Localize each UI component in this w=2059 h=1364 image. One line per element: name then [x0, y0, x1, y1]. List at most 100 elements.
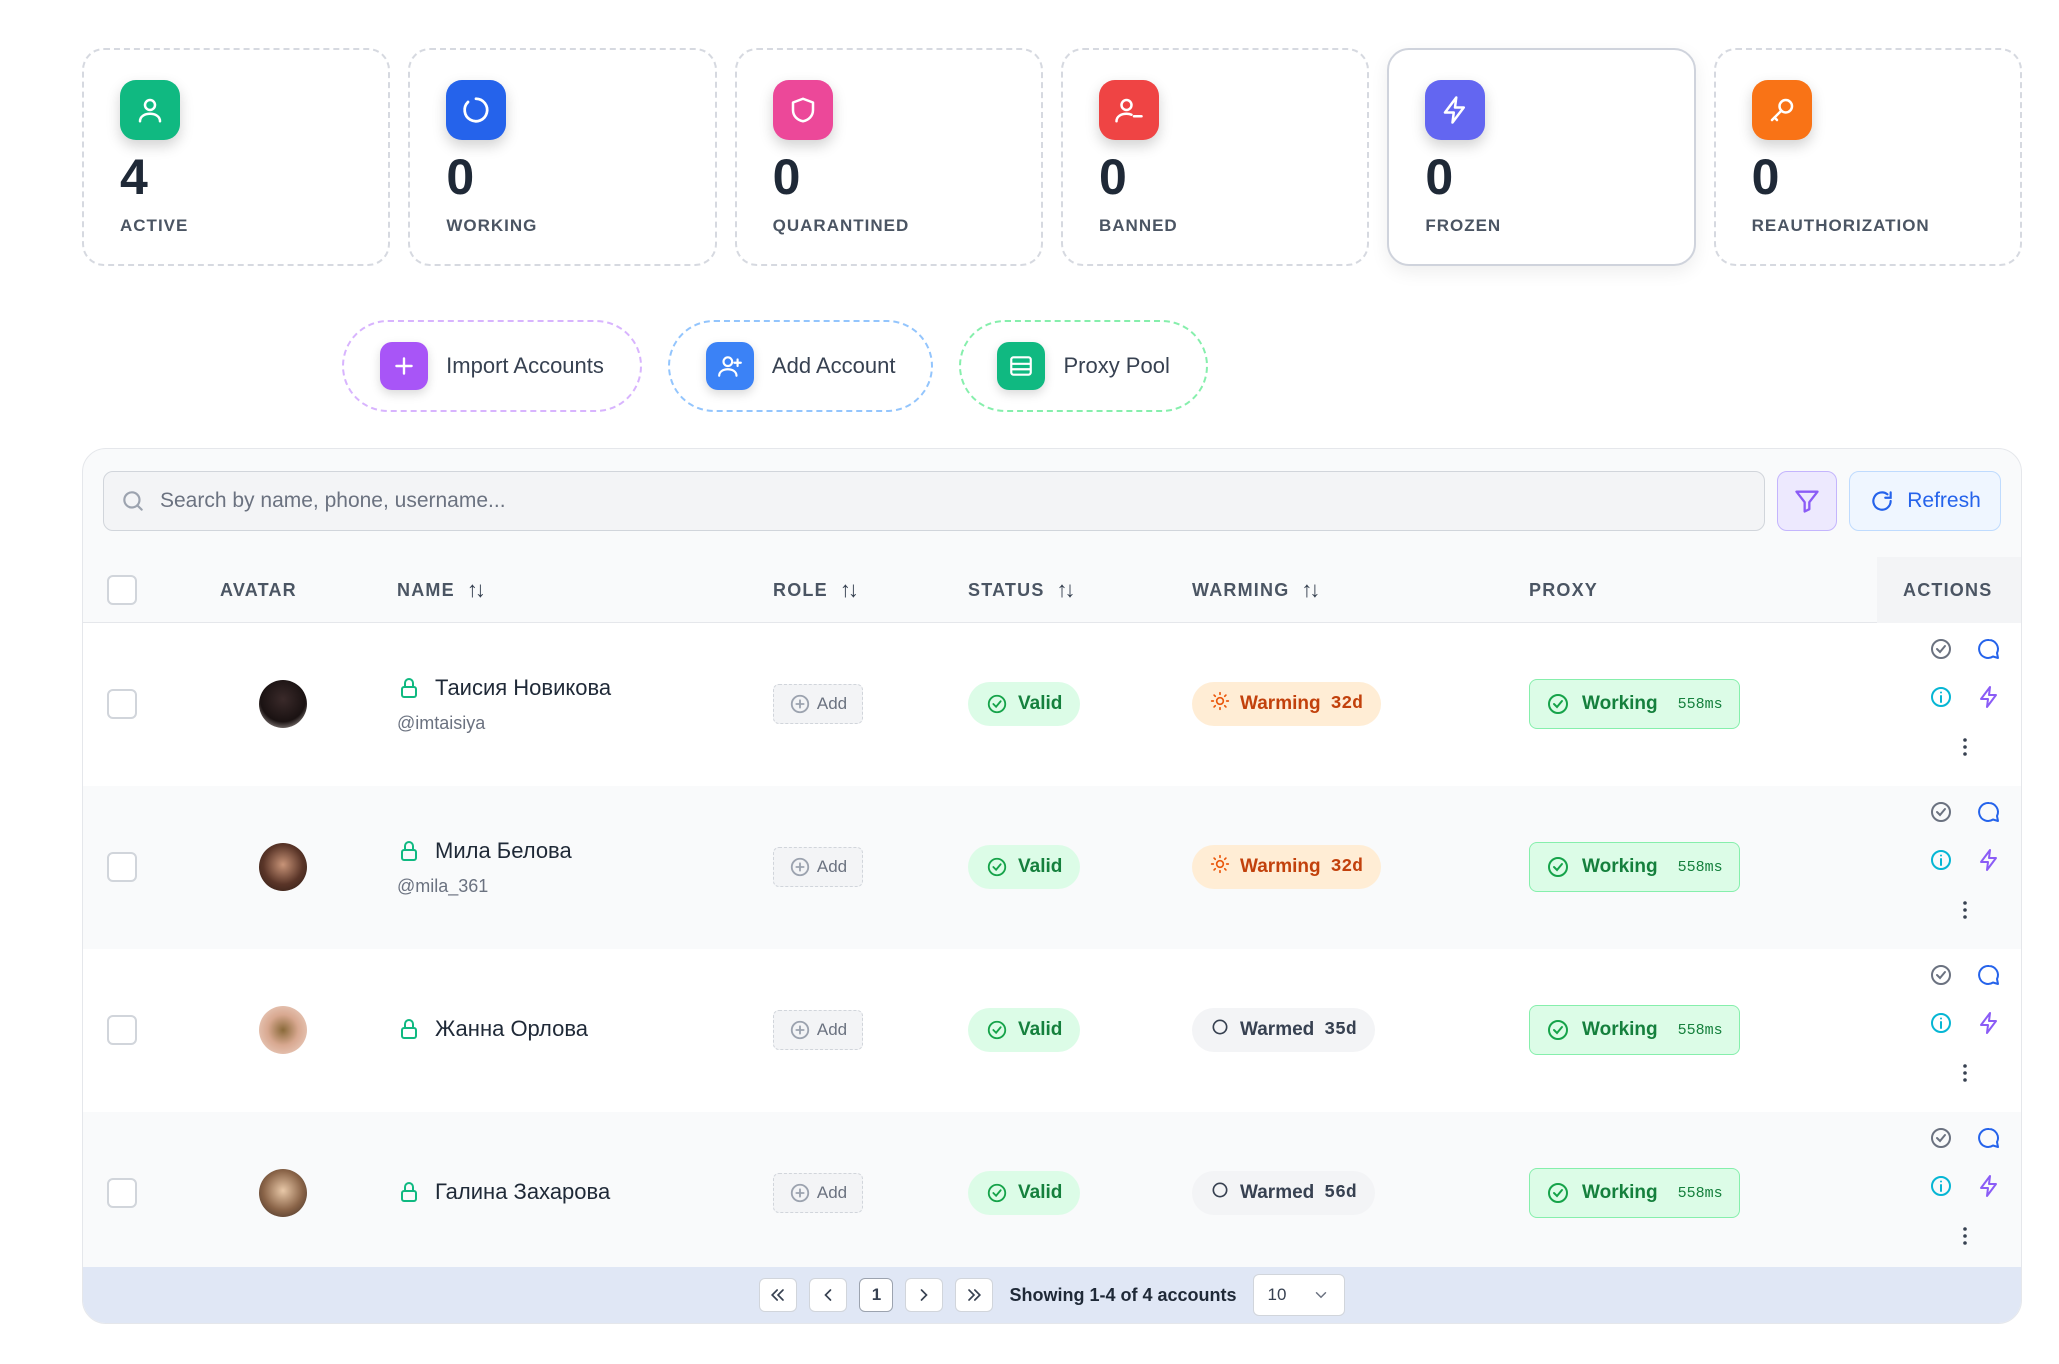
account-name[interactable]: Жанна Орлова	[435, 1016, 589, 1041]
warm-up-button[interactable]	[1975, 1009, 2003, 1037]
zap-icon	[1980, 686, 1997, 708]
sort-icon[interactable]: ↑↓	[839, 577, 859, 602]
column-name[interactable]: NAME ↑↓	[397, 557, 486, 623]
more-menu-button[interactable]	[1951, 1222, 1979, 1250]
lock-icon	[401, 1019, 417, 1039]
add-role-button[interactable]: Add	[773, 684, 863, 724]
column-name-label: NAME	[397, 579, 455, 600]
add-role-button[interactable]: Add	[773, 1010, 863, 1050]
column-proxy-label: PROXY	[1529, 579, 1599, 600]
validate-button[interactable]	[1927, 635, 1955, 663]
warming-badge: Warming 32d	[1192, 845, 1381, 889]
sort-icon[interactable]: ↑↓	[1301, 577, 1320, 602]
import-accounts-button[interactable]: Import Accounts	[342, 320, 642, 412]
avatar	[259, 843, 307, 891]
row-checkbox[interactable]	[107, 1015, 137, 1045]
chevron-down-icon	[1315, 1292, 1326, 1299]
stat-card-quarantined[interactable]: 0 QUARANTINED	[734, 48, 1043, 266]
stat-label: WORKING	[446, 216, 538, 235]
validate-button[interactable]	[1927, 961, 1955, 989]
column-avatar: AVATAR	[220, 557, 297, 623]
avatar	[259, 1006, 307, 1054]
filter-button[interactable]	[1777, 471, 1837, 531]
more-menu-button[interactable]	[1951, 896, 1979, 924]
chat-button[interactable]	[1975, 961, 2003, 989]
last-page-button[interactable]	[955, 1278, 994, 1312]
validate-button[interactable]	[1927, 1124, 1955, 1152]
validate-button[interactable]	[1927, 798, 1955, 826]
info-button[interactable]	[1927, 1009, 1955, 1037]
account-username: @mila_361	[397, 876, 489, 896]
row-checkbox[interactable]	[107, 689, 137, 719]
lock-icon	[401, 841, 417, 861]
check-circle-icon	[1931, 1128, 1951, 1148]
account-name[interactable]: Таисия Новикова	[435, 675, 612, 700]
more-menu-button[interactable]	[1951, 733, 1979, 761]
row-actions	[1913, 786, 2021, 949]
refresh-icon	[1872, 491, 1892, 511]
proxy-pool-button[interactable]: Proxy Pool	[959, 320, 1208, 412]
stat-card-active[interactable]: 4 ACTIVE	[82, 48, 391, 266]
chat-button[interactable]	[1975, 1124, 2003, 1152]
stat-card-working[interactable]: 0 WORKING	[408, 48, 717, 266]
more-vertical-icon	[1963, 1064, 1967, 1082]
sort-icon[interactable]: ↑↓	[466, 577, 486, 602]
import-accounts-label: Import Accounts	[446, 353, 604, 378]
row-checkbox[interactable]	[107, 1178, 137, 1208]
account-name-block: Жанна Орлова	[397, 1016, 588, 1042]
refresh-button[interactable]: Refresh	[1849, 471, 2001, 531]
warming-days: 56d	[1324, 1183, 1357, 1203]
stat-card-frozen[interactable]: 0 FROZEN	[1387, 48, 1696, 266]
proxy-badge[interactable]: Working 558ms	[1529, 842, 1740, 892]
warm-up-button[interactable]	[1975, 1172, 2003, 1200]
more-menu-button[interactable]	[1951, 1059, 1979, 1087]
stat-value: 0	[1751, 149, 1780, 205]
check-circle-icon	[987, 1183, 1007, 1203]
zap-icon	[1980, 1012, 1997, 1034]
row-checkbox[interactable]	[107, 852, 137, 882]
stat-card-banned[interactable]: 0 BANNED	[1060, 48, 1370, 266]
first-page-button[interactable]	[759, 1278, 798, 1312]
next-page-button[interactable]	[905, 1278, 944, 1312]
info-icon	[1931, 850, 1951, 870]
table-row[interactable]: Галина Захарова Add Valid Warmed 56d Wor…	[83, 1112, 2021, 1275]
page-size-value: 10	[1267, 1285, 1287, 1304]
status-badge: Valid	[968, 682, 1081, 726]
chat-button[interactable]	[1975, 635, 2003, 663]
info-button[interactable]	[1927, 846, 1955, 874]
stat-label: ACTIVE	[120, 216, 189, 235]
prev-page-button[interactable]	[809, 1278, 848, 1312]
warm-up-button[interactable]	[1975, 846, 2003, 874]
warming-label: Warming	[1240, 693, 1321, 714]
warm-up-button[interactable]	[1975, 683, 2003, 711]
table-row[interactable]: Таисия Новикова @imtaisiya Add Valid War…	[83, 623, 2021, 786]
status-badge: Valid	[968, 1171, 1081, 1215]
sort-icon[interactable]: ↑↓	[1056, 577, 1076, 602]
add-role-button[interactable]: Add	[773, 847, 863, 887]
table-row[interactable]: Жанна Орлова Add Valid Warmed 35d Workin…	[83, 949, 2021, 1112]
add-account-button[interactable]: Add Account	[667, 320, 934, 412]
plus-circle-icon	[790, 1020, 810, 1040]
more-vertical-icon	[1963, 901, 1967, 919]
column-warming[interactable]: WARMING ↑↓	[1192, 557, 1320, 623]
search-box[interactable]	[103, 471, 1765, 531]
search-input[interactable]	[160, 489, 1748, 513]
column-status[interactable]: STATUS ↑↓	[968, 557, 1076, 623]
stat-card-reauthorization[interactable]: 0 REAUTHORIZATION	[1713, 48, 2022, 266]
account-name[interactable]: Галина Захарова	[435, 1179, 611, 1204]
select-all-checkbox[interactable]	[107, 575, 137, 605]
account-name[interactable]: Мила Белова	[435, 838, 572, 863]
proxy-badge[interactable]: Working 558ms	[1529, 679, 1740, 729]
column-role[interactable]: ROLE ↑↓	[773, 557, 859, 623]
info-button[interactable]	[1927, 683, 1955, 711]
page-size-select[interactable]: 10	[1252, 1274, 1345, 1316]
table-row[interactable]: Мила Белова @mila_361 Add Valid Warming …	[83, 786, 2021, 949]
accounts-table-panel: Refresh AVATAR NAME ↑↓ ROLE ↑↓ STATUS ↑↓ WA…	[82, 448, 2022, 1324]
info-button[interactable]	[1927, 1172, 1955, 1200]
chat-button[interactable]	[1975, 798, 2003, 826]
proxy-badge[interactable]: Working 558ms	[1529, 1005, 1740, 1055]
more-vertical-icon	[1963, 1227, 1967, 1245]
proxy-badge[interactable]: Working 558ms	[1529, 1168, 1740, 1218]
add-role-button[interactable]: Add	[773, 1173, 863, 1213]
page-number-button[interactable]: 1	[859, 1278, 894, 1312]
